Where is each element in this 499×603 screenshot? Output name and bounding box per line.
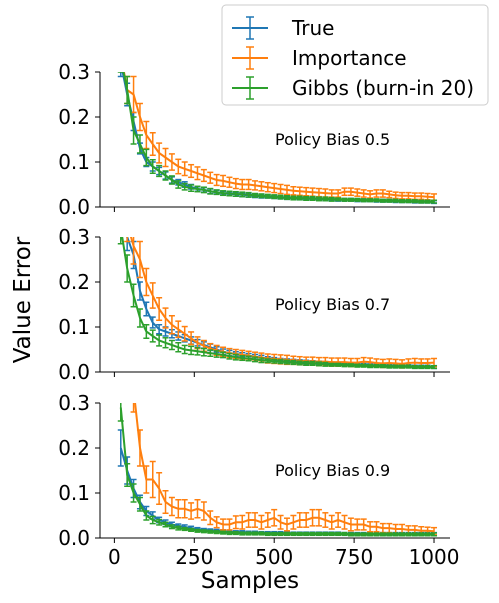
x-tick-label: 500 — [255, 545, 293, 569]
y-tick-label: 0.3 — [58, 391, 90, 415]
series-line — [121, 192, 434, 367]
legend: True Importance Gibbs (burn-in 20) — [222, 5, 488, 105]
y-tick-label: 0.1 — [58, 315, 90, 339]
x-tick-label: 250 — [175, 545, 213, 569]
legend-label: Importance — [292, 46, 407, 70]
y-tick-label: 0.3 — [58, 60, 90, 84]
y-tick-label: 0.2 — [58, 436, 90, 460]
legend-label: True — [291, 16, 334, 40]
x-tick-label: 1000 — [409, 545, 460, 569]
y-tick-label: 0.2 — [58, 105, 90, 129]
y-tick-label: 0.0 — [58, 195, 90, 219]
x-axis-title: Samples — [201, 568, 299, 594]
y-axis-title: Value Error — [10, 236, 36, 363]
series-gibbs-burn-in-20- — [118, 212, 437, 368]
panel-2: 0.0 0.1 0.2 0.3 Policy Bias 0.7 — [58, 147, 450, 384]
y-tick-label: 0.1 — [58, 150, 90, 174]
y-tick-label: 0.0 — [58, 360, 90, 384]
legend-label: Gibbs (burn-in 20) — [292, 76, 474, 100]
panel-label: Policy Bias 0.9 — [275, 461, 390, 480]
series-line — [121, 313, 434, 531]
y-tick-label: 0.1 — [58, 481, 90, 505]
panel-label: Policy Bias 0.5 — [275, 130, 390, 149]
y-tick-label: 0.2 — [58, 270, 90, 294]
y-tick-label: 0.3 — [58, 225, 90, 249]
panel-label: Policy Bias 0.7 — [275, 295, 390, 314]
x-tick-label: 750 — [335, 545, 373, 569]
y-tick-label: 0.0 — [58, 526, 90, 550]
panels-group: 0.0 0.1 0.2 0.3 Policy Bias 0.5 0.0 0.1 0.2 0.3 P… — [58, 41, 459, 570]
panel-3: 0.0 0.1 0.2 0.3 0 250 500 750 1000 Policy Bias 0.… — [58, 286, 459, 569]
x-tick-label: 0 — [108, 545, 121, 569]
